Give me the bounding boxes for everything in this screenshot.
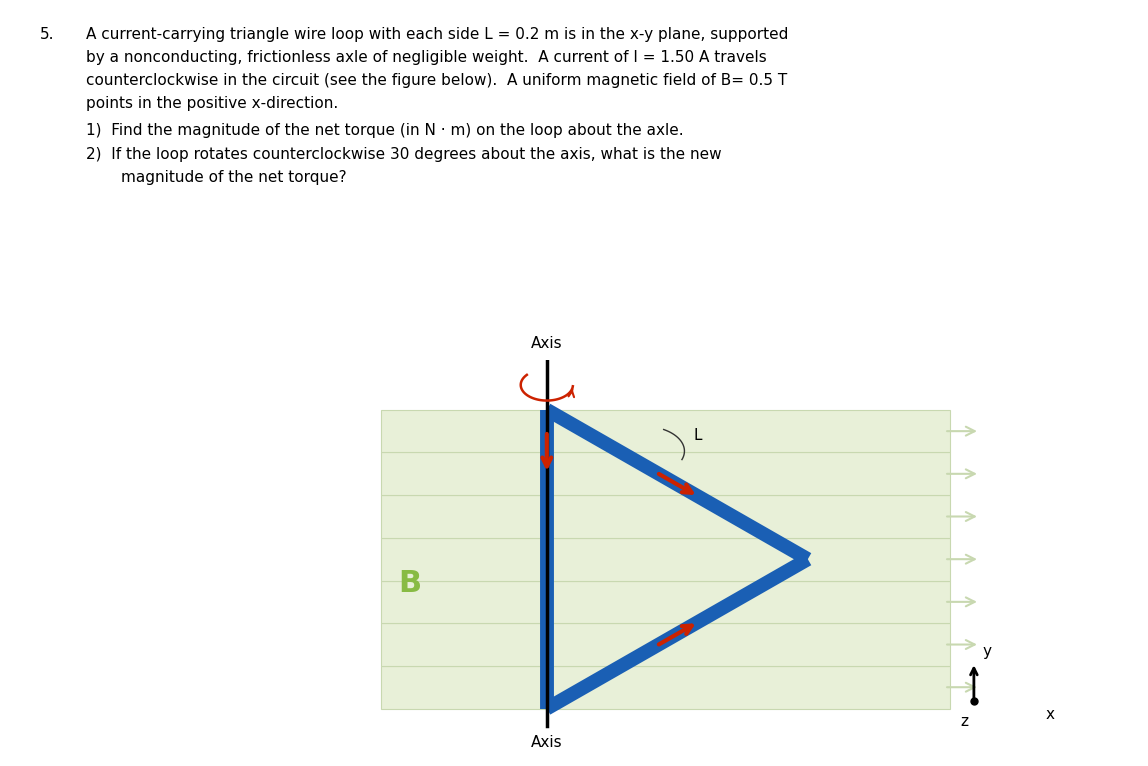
Bar: [381, 538, 951, 581]
Bar: [381, 581, 951, 624]
Text: Axis: Axis: [532, 336, 563, 352]
Bar: [381, 495, 951, 538]
Text: 2)  If the loop rotates counterclockwise 30 degrees about the axis, what is the : 2) If the loop rotates counterclockwise …: [86, 147, 722, 162]
Bar: [381, 453, 951, 495]
Text: A current-carrying triangle wire loop with each side L = 0.2 m is in the x-y pla: A current-carrying triangle wire loop wi…: [86, 27, 789, 42]
Text: counterclockwise in the circuit (see the figure below).  A uniform magnetic fiel: counterclockwise in the circuit (see the…: [86, 73, 788, 88]
Bar: [381, 624, 951, 666]
Text: B: B: [398, 568, 421, 597]
Text: Axis: Axis: [532, 735, 563, 750]
Bar: [381, 410, 951, 453]
Text: y: y: [983, 643, 991, 659]
Text: x: x: [1045, 707, 1054, 722]
Text: magnitude of the net torque?: magnitude of the net torque?: [121, 170, 347, 185]
Text: 5.: 5.: [40, 27, 55, 42]
Bar: [381, 666, 951, 709]
Text: 1)  Find the magnitude of the net torque (in N · m) on the loop about the axle.: 1) Find the magnitude of the net torque …: [86, 123, 684, 138]
Text: L: L: [693, 427, 701, 443]
Text: z: z: [961, 714, 969, 729]
Text: by a nonconducting, frictionless axle of negligible weight.  A current of I = 1.: by a nonconducting, frictionless axle of…: [86, 50, 767, 65]
Text: points in the positive x-direction.: points in the positive x-direction.: [86, 96, 339, 111]
